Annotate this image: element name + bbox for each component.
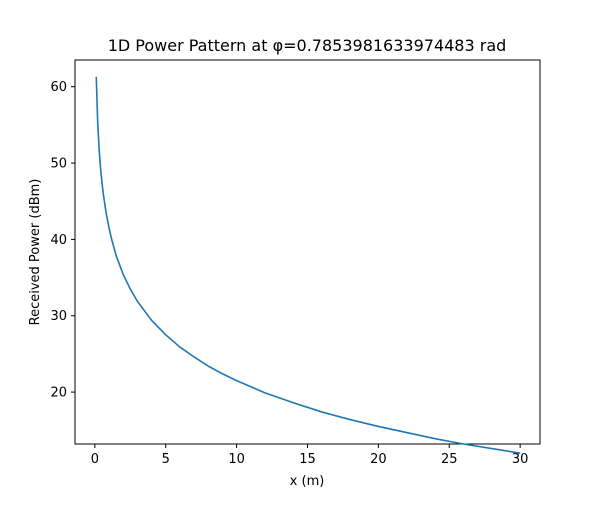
y-tick-label: 60 — [50, 80, 67, 95]
y-axis: 20 30 40 50 60 — [50, 80, 75, 401]
series-layer — [95, 76, 521, 454]
y-tick-label: 20 — [50, 386, 67, 401]
x-axis: 0 5 10 15 20 25 30 — [91, 444, 529, 467]
y-tick-label: 50 — [50, 157, 67, 172]
x-tick-label: 5 — [162, 452, 170, 467]
x-tick-label: 15 — [299, 452, 316, 467]
x-tick-label: 10 — [228, 452, 245, 467]
plot-area-frame — [74, 59, 541, 445]
x-tick-label: 20 — [370, 452, 387, 467]
x-tick-label: 0 — [91, 452, 99, 467]
chart-title: 1D Power Pattern at φ=0.7853981633974483… — [108, 36, 507, 55]
x-axis-label: x (m) — [290, 474, 325, 489]
x-tick-label: 30 — [512, 452, 529, 467]
y-tick-label: 30 — [50, 309, 67, 324]
y-axis-label: Received Power (dBm) — [28, 179, 43, 326]
y-tick-label: 40 — [50, 233, 67, 248]
series-line — [95, 76, 521, 454]
x-tick-label: 25 — [441, 452, 458, 467]
